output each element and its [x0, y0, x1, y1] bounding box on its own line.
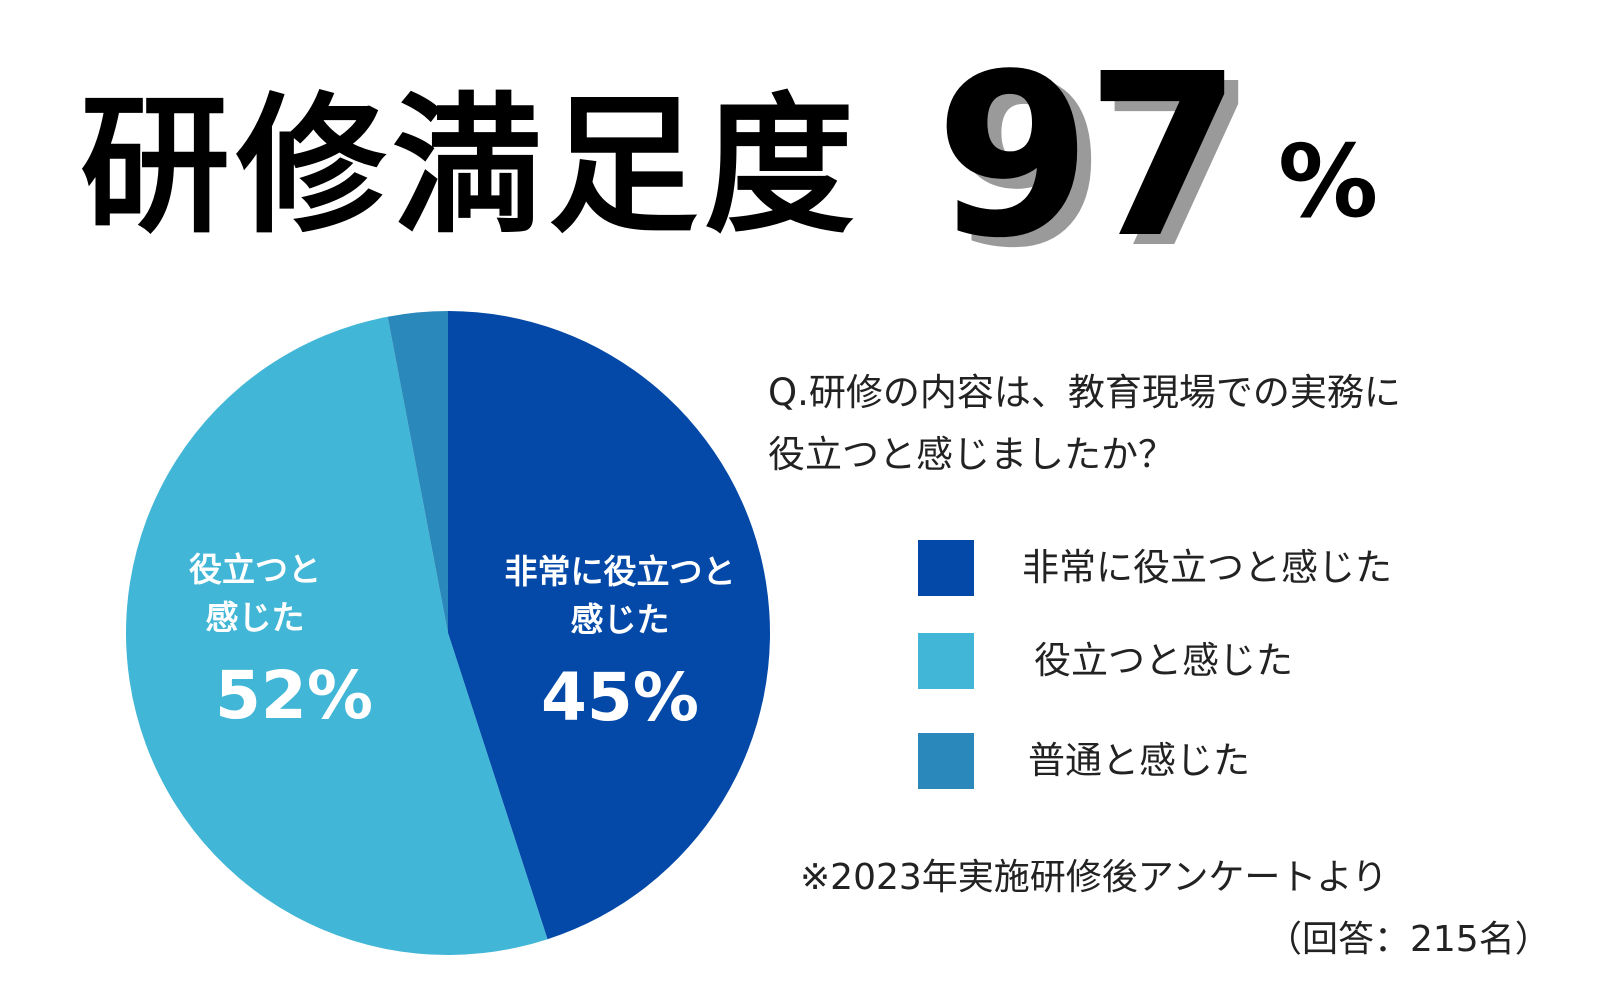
- satisfaction-value: 97: [935, 26, 1242, 288]
- legend-label-useful: 役立つと感じた: [1034, 639, 1293, 682]
- pie-label-useful-value: 52%: [215, 656, 373, 734]
- pie-slices: [125, 311, 770, 956]
- pie-label-useful: 役立つと 感じた 52%: [155, 546, 373, 735]
- survey-question: Q.研修の内容は、教育現場での実務に 役立つと感じましたか？: [768, 362, 1401, 486]
- pie-label-very-useful-text-2: 感じた: [570, 599, 670, 639]
- page-title: 研修満足度: [80, 80, 861, 254]
- legend-label-normal: 普通と感じた: [1028, 739, 1250, 782]
- pie-label-useful-text-2: 感じた: [205, 597, 305, 637]
- legend-label-very-useful: 非常に役立つと感じた: [1022, 546, 1392, 589]
- pie-slice-very-useful: [448, 311, 770, 940]
- pie-label-very-useful-value: 45%: [541, 658, 699, 736]
- pie-label-useful-text-1: 役立つと: [189, 550, 321, 589]
- survey-question-line-2: 役立つと感じましたか？: [768, 433, 1175, 476]
- survey-question-line-1: Q.研修の内容は、教育現場での実務に: [768, 371, 1401, 414]
- legend-swatch-useful: [918, 633, 974, 689]
- pie-label-very-useful: 非常に役立つと 感じた 45%: [485, 548, 755, 737]
- legend-swatch-normal: [918, 733, 974, 789]
- pie-label-very-useful-text-1: 非常に役立つと: [504, 552, 736, 591]
- legend-swatch-very-useful: [918, 540, 974, 596]
- respondent-count: （回答：215名）: [1266, 919, 1551, 960]
- satisfaction-unit: %: [1278, 123, 1379, 240]
- survey-source-note: ※2023年実施研修後アンケートより: [800, 857, 1388, 898]
- pie-slice-normal: [387, 311, 448, 633]
- pie-slice-useful: [125, 316, 548, 956]
